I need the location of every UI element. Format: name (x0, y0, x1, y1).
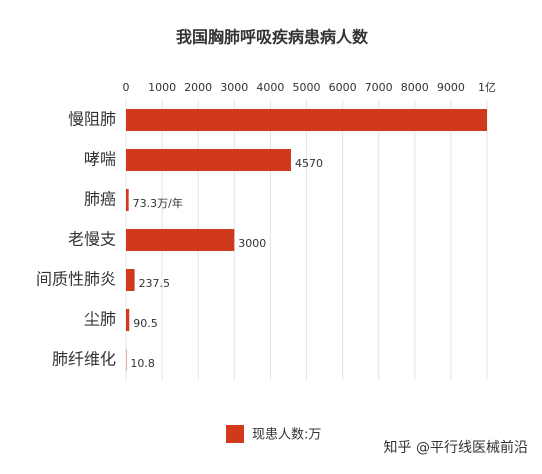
y-tick-label: 哮喘 (84, 150, 116, 169)
x-tick-label: 7000 (365, 81, 393, 94)
value-label: 90.5 (133, 317, 158, 330)
value-label: 4570 (295, 157, 323, 170)
value-label: 237.5 (139, 277, 171, 290)
x-tick-label: 1000 (148, 81, 176, 94)
bar (126, 309, 130, 331)
value-label: 10.8 (130, 357, 155, 370)
y-tick-label: 肺纤维化 (52, 350, 116, 369)
x-tick-label: 6000 (329, 81, 357, 94)
value-label: 73.3万/年 (133, 196, 183, 210)
x-tick-label: 4000 (256, 81, 284, 94)
y-tick-label: 慢阻肺 (68, 110, 116, 129)
chart-title: 我国胸肺呼吸疾病患病人数 (176, 28, 369, 47)
watermark: 知乎 @平行线医械前沿 (384, 439, 528, 456)
y-tick-label: 尘肺 (84, 310, 116, 329)
bar (126, 189, 129, 211)
x-tick-label: 9000 (437, 81, 465, 94)
x-tick-label: 3000 (220, 81, 248, 94)
bar (126, 109, 487, 131)
value-label: 3000 (238, 237, 266, 250)
y-tick-label: 老慢支 (68, 230, 116, 249)
x-tick-label: 8000 (401, 81, 429, 94)
legend-label: 现患人数:万 (252, 428, 321, 443)
x-tick-label: 5000 (293, 81, 321, 94)
x-tick-label: 0 (123, 81, 130, 94)
y-tick-label: 间质性肺炎 (36, 270, 116, 289)
x-tick-label: 1亿 (478, 81, 496, 94)
bar (126, 149, 291, 171)
bar (126, 229, 235, 251)
y-tick-label: 肺癌 (84, 190, 116, 209)
bar (126, 269, 135, 291)
x-tick-label: 2000 (184, 81, 212, 94)
legend-swatch (226, 425, 244, 443)
